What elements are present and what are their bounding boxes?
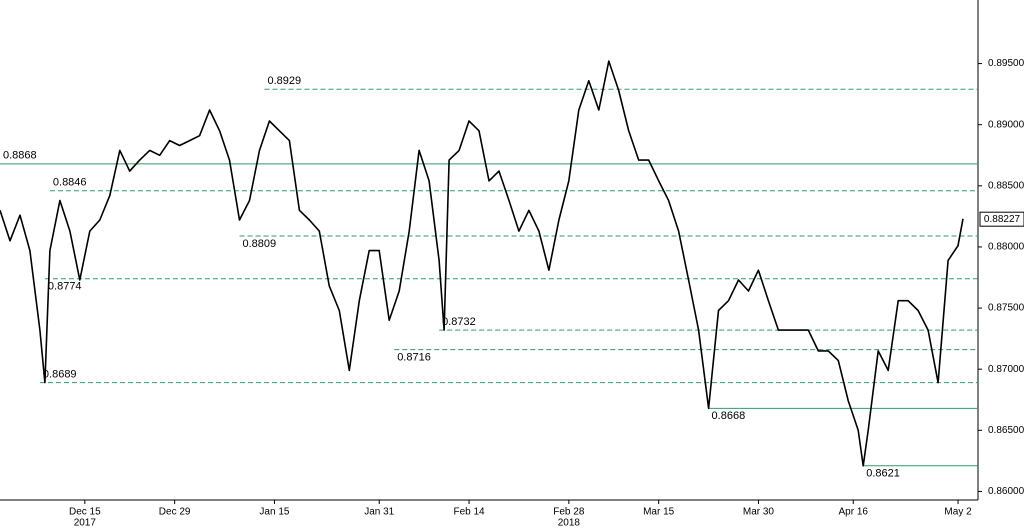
level-label: 0.8774	[48, 281, 82, 293]
y-tick-label: 0.87500	[988, 303, 1024, 314]
x-tick-label: Mar 30	[743, 507, 775, 518]
price-line	[0, 60, 964, 467]
y-tick-label: 0.86500	[988, 425, 1024, 436]
x-tick-label: Apr 16	[839, 507, 869, 518]
level-label: 0.8732	[442, 316, 476, 328]
level-label: 0.8868	[3, 150, 37, 162]
x-tick-label: Dec 29	[159, 507, 191, 518]
x-year-label: 2017	[74, 518, 97, 528]
level-label: 0.8668	[712, 410, 746, 422]
last-price-label: 0.88227	[984, 214, 1021, 225]
x-tick-label: Jan 15	[259, 507, 289, 518]
x-tick-label: Jan 31	[364, 507, 394, 518]
level-label: 0.8689	[43, 369, 77, 381]
y-tick-label: 0.89000	[988, 119, 1024, 130]
x-tick-label: Dec 15	[69, 507, 101, 518]
y-tick-label: 0.87000	[988, 364, 1024, 375]
level-label: 0.8809	[243, 238, 277, 250]
y-tick-label: 0.89500	[988, 58, 1024, 69]
x-tick-label: Mar 15	[643, 507, 675, 518]
level-label: 0.8621	[866, 468, 900, 480]
level-label: 0.8716	[397, 352, 431, 364]
y-tick-label: 0.88000	[988, 242, 1024, 253]
x-year-label: 2018	[558, 518, 581, 528]
level-label: 0.8929	[267, 75, 301, 87]
y-tick-label: 0.86000	[988, 486, 1024, 497]
y-tick-label: 0.88500	[988, 180, 1024, 191]
level-label: 0.8846	[53, 177, 87, 189]
x-tick-label: Feb 28	[553, 507, 585, 518]
x-tick-label: May 2	[944, 507, 972, 518]
last-price-box	[979, 211, 1024, 227]
x-tick-label: Feb 14	[453, 507, 485, 518]
